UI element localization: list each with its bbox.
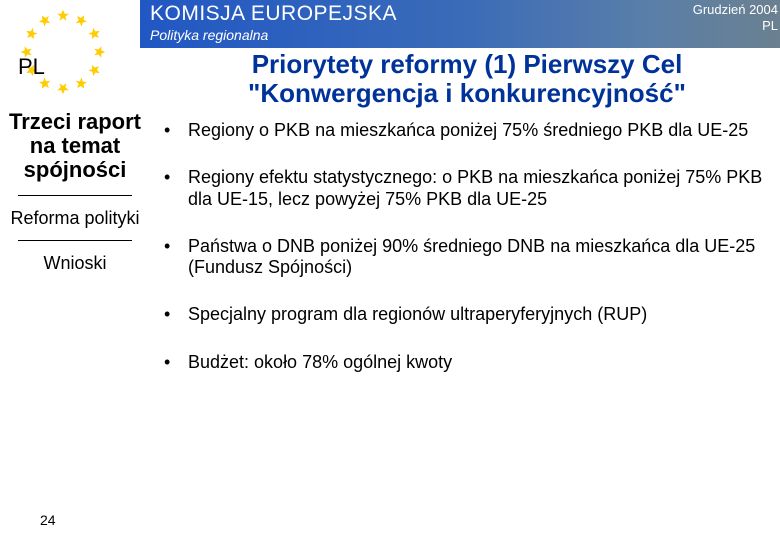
main-content: Priorytety reformy (1) Pierwszy Cel "Kon… — [160, 50, 774, 399]
list-item: • Regiony efektu statystycznego: o PKB n… — [164, 167, 774, 209]
language-code: PL — [18, 54, 45, 80]
bullet-list: • Regiony o PKB na mieszkańca poniżej 75… — [160, 120, 774, 373]
bullet-icon: • — [164, 352, 188, 373]
sidebar-title: Trzeci raport na temat spójności — [0, 110, 150, 189]
bullet-text: Państwa o DNB poniżej 90% średniego DNB … — [188, 236, 774, 278]
header-title: KOMISJA EUROPEJSKA — [150, 2, 780, 26]
page-number: 24 — [40, 512, 56, 528]
list-item: • Specjalny program dla regionów ultrape… — [164, 304, 774, 325]
list-item: • Budżet: około 78% ogólnej kwoty — [164, 352, 774, 373]
sidebar-divider — [18, 195, 132, 196]
sidebar-item-reforma: Reforma polityki — [0, 202, 150, 235]
sidebar-item-wnioski: Wnioski — [0, 247, 150, 280]
date-line-1: Grudzień 2004 — [693, 2, 778, 17]
bullet-text: Regiony efektu statystycznego: o PKB na … — [188, 167, 774, 209]
bullet-text: Regiony o PKB na mieszkańca poniżej 75% … — [188, 120, 754, 141]
list-item: • Regiony o PKB na mieszkańca poniżej 75… — [164, 120, 774, 141]
bullet-icon: • — [164, 236, 188, 257]
sidebar: Trzeci raport na temat spójności Reforma… — [0, 110, 150, 280]
list-item: • Państwa o DNB poniżej 90% średniego DN… — [164, 236, 774, 278]
header-subtitle: Polityka regionalna — [150, 27, 780, 43]
header-bar: KOMISJA EUROPEJSKA Polityka regionalna G… — [140, 0, 780, 48]
bullet-text: Specjalny program dla regionów ultrapery… — [188, 304, 653, 325]
main-title: Priorytety reformy (1) Pierwszy Cel "Kon… — [160, 50, 774, 108]
bullet-icon: • — [164, 304, 188, 325]
eu-flag-icon — [4, 4, 122, 100]
bullet-text: Budżet: około 78% ogólnej kwoty — [188, 352, 458, 373]
header-date: Grudzień 2004 PL — [693, 2, 778, 35]
bullet-icon: • — [164, 167, 188, 188]
sidebar-divider — [18, 240, 132, 241]
bullet-icon: • — [164, 120, 188, 141]
date-line-2: PL — [762, 18, 778, 33]
